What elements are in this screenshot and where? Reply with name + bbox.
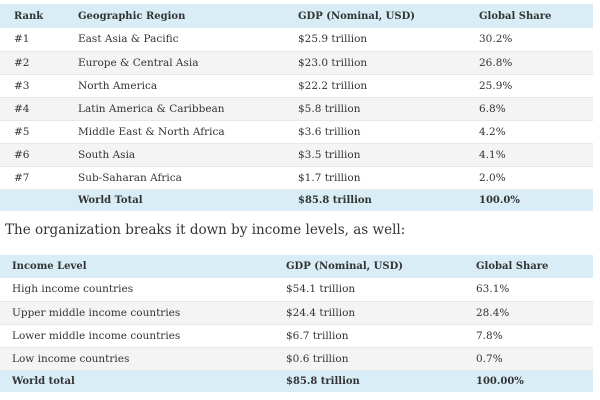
gdp-cell: $6.7 trillion [286,329,349,342]
intro-paragraph: The organization breaks it down by incom… [5,222,406,238]
gdp-cell: $5.8 trillion [298,102,361,115]
region-cell: South Asia [78,148,136,161]
income-level-cell: Low income countries [12,352,130,365]
total-rank-cell [0,189,78,211]
gdp-cell: $0.6 trillion [286,352,349,365]
header-share: Global Share [479,10,552,22]
share-cell: 2.0% [479,171,506,184]
table-row: #2 Europe & Central Asia $23.0 trillion … [0,51,593,74]
rank-cell: #5 [14,125,30,138]
table-row: High income countries $54.1 trillion 63.… [0,278,593,301]
share-cell: 0.7% [476,352,503,365]
share-cell: 28.4% [476,306,510,319]
table-total-row: World total $85.8 trillion 100.00% [0,370,593,392]
gdp-cell: $23.0 trillion [298,56,368,69]
region-cell: Latin America & Caribbean [78,102,225,115]
share-cell: 6.8% [479,102,506,115]
region-gdp-table: Rank Geographic Region GDP (Nominal, USD… [0,4,593,211]
income-level-cell: Upper middle income countries [12,306,181,319]
gdp-cell: $3.5 trillion [298,148,361,161]
gdp-cell: $22.2 trillion [298,79,368,92]
rank-cell: #2 [14,56,30,69]
total-gdp: $85.8 trillion [298,194,372,206]
header-income-level: Income Level [12,261,87,272]
rank-cell: #1 [14,33,30,46]
region-cell: Middle East & North Africa [78,125,225,138]
share-cell: 4.1% [479,148,506,161]
table-row: #6 South Asia $3.5 trillion 4.1% [0,143,593,166]
rank-cell: #7 [14,171,30,184]
gdp-cell: $24.4 trillion [286,306,356,319]
income-level-cell: Lower middle income countries [12,329,181,342]
region-cell: Sub-Saharan Africa [78,171,182,184]
gdp-cell: $25.9 trillion [298,33,368,46]
table-total-row: World Total $85.8 trillion 100.0% [0,189,593,211]
share-cell: 26.8% [479,56,513,69]
total-label: World Total [78,194,143,206]
gdp-cell: $54.1 trillion [286,283,356,296]
region-cell: Europe & Central Asia [78,56,199,69]
region-cell: East Asia & Pacific [78,33,179,46]
total-share: 100.00% [476,375,524,387]
rank-cell: #3 [14,79,30,92]
total-share: 100.0% [479,194,520,206]
share-cell: 63.1% [476,283,510,296]
header-share: Global Share [476,261,549,272]
table-row: #5 Middle East & North Africa $3.6 trill… [0,120,593,143]
table-row: #1 East Asia & Pacific $25.9 trillion 30… [0,28,593,51]
share-cell: 30.2% [479,33,513,46]
income-level-cell: High income countries [12,283,134,296]
table-row: Low income countries $0.6 trillion 0.7% [0,347,593,370]
gdp-cell: $1.7 trillion [298,171,361,184]
table-header-row: Income Level GDP (Nominal, USD) Global S… [0,255,593,278]
income-gdp-table: Income Level GDP (Nominal, USD) Global S… [0,255,593,392]
header-rank: Rank [14,10,44,22]
table-row: #7 Sub-Saharan Africa $1.7 trillion 2.0% [0,166,593,189]
table-row: #4 Latin America & Caribbean $5.8 trilli… [0,97,593,120]
region-cell: North America [78,79,158,92]
header-region: Geographic Region [78,10,186,22]
share-cell: 4.2% [479,125,506,138]
table-header-row: Rank Geographic Region GDP (Nominal, USD… [0,4,593,28]
table-row: #3 North America $22.2 trillion 25.9% [0,74,593,97]
header-gdp: GDP (Nominal, USD) [286,261,403,272]
gdp-cell: $3.6 trillion [298,125,361,138]
share-cell: 25.9% [479,79,513,92]
rank-cell: #4 [14,102,30,115]
total-label: World total [12,375,75,387]
table-row: Lower middle income countries $6.7 trill… [0,324,593,347]
share-cell: 7.8% [476,329,503,342]
table-row: Upper middle income countries $24.4 tril… [0,301,593,324]
rank-cell: #6 [14,148,30,161]
header-gdp: GDP (Nominal, USD) [298,10,415,22]
total-gdp: $85.8 trillion [286,375,360,387]
